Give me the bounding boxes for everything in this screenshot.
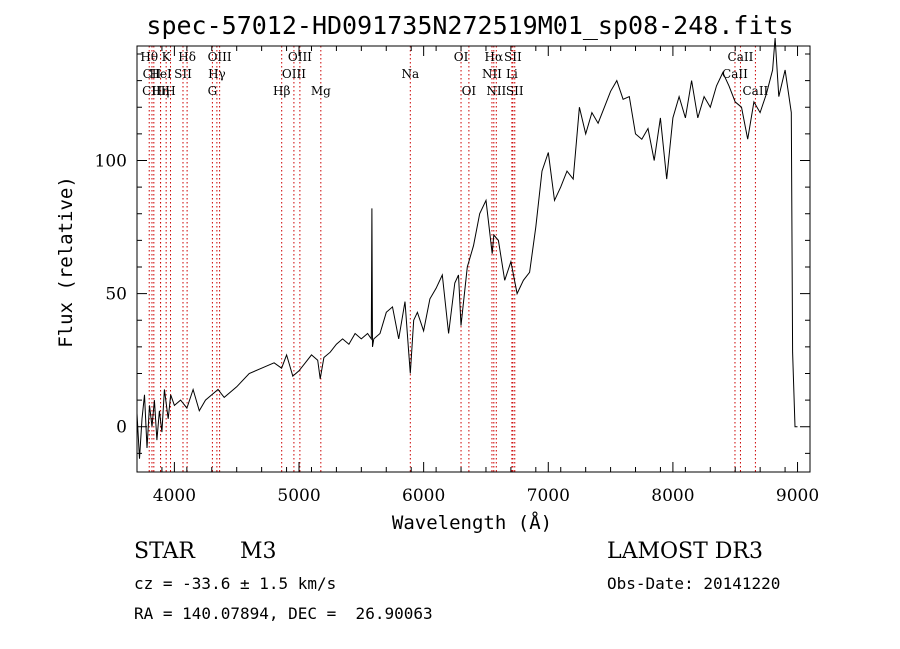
line-label-5: K	[162, 50, 172, 64]
survey-label: LAMOST DR3	[607, 539, 763, 564]
x-tick-label-5: 9000	[776, 486, 819, 506]
x-axis-label: Wavelength (Å)	[392, 511, 552, 534]
y-axis: 0 50 100	[95, 53, 810, 454]
x-tick-label-2: 6000	[402, 486, 445, 506]
line-label-1: CII	[143, 67, 162, 81]
x-tick-label-4: 8000	[651, 486, 694, 506]
y-tick-label-2: 100	[95, 151, 127, 171]
line-label-17: OI	[454, 50, 469, 64]
spectral-line-markers	[148, 46, 756, 472]
spectral-line-labels: Hθ CII CIII HeI Hη K H SII Hδ G Hγ OIII Hβ OIII OIII Mg…	[140, 50, 768, 98]
line-label-11: OIII	[208, 50, 232, 64]
spectrum-line	[136, 37, 798, 459]
redshift-value: cz = -33.6 ± 1.5 km/s	[134, 574, 337, 593]
line-label-2: CIII	[142, 84, 166, 98]
line-label-15: Mg	[311, 84, 331, 98]
line-label-27: CaII	[742, 84, 768, 98]
y-tick-label-1: 50	[105, 285, 127, 305]
subclass-label: M3	[240, 539, 277, 564]
line-label-23: Li	[506, 67, 518, 81]
line-label-16: Na	[401, 67, 419, 81]
line-label-0: Hθ	[140, 50, 158, 64]
x-tick-label-1: 5000	[277, 486, 320, 506]
x-tick-label-0: 4000	[153, 486, 196, 506]
line-label-9: G	[208, 84, 218, 98]
coordinates: RA = 140.07894, DEC = 26.90063	[134, 604, 433, 623]
line-label-20: Hα	[485, 50, 504, 64]
line-label-6: H	[165, 84, 175, 98]
obs-date: Obs-Date: 20141220	[607, 574, 781, 593]
line-label-14: OIII	[288, 50, 312, 64]
line-label-19: NII	[482, 67, 502, 81]
line-label-7: SII	[174, 67, 192, 81]
y-tick-label-0: 0	[116, 418, 127, 438]
line-label-25: CaII	[722, 67, 748, 81]
line-label-4: Hη	[152, 84, 170, 98]
line-label-21: NII	[486, 84, 506, 98]
line-label-26: CaII	[728, 50, 754, 64]
y-axis-label: Flux (relative)	[55, 176, 77, 348]
line-label-10: Hγ	[208, 67, 226, 81]
line-label-13: OIII	[282, 67, 306, 81]
line-label-8: Hδ	[178, 50, 196, 64]
x-tick-label-3: 7000	[527, 486, 570, 506]
chart-title: spec-57012-HD091735N272519M01_sp08-248.f…	[146, 11, 793, 40]
line-label-24: SII	[506, 84, 524, 98]
class-label: STAR	[134, 539, 195, 564]
line-label-12: Hβ	[273, 84, 290, 98]
x-axis: 4000 5000 6000 7000 8000 9000	[136, 46, 819, 506]
line-label-3: HeI	[149, 67, 172, 81]
line-label-18: OI	[462, 84, 477, 98]
line-label-22: SII	[504, 50, 522, 64]
plot-frame	[136, 45, 811, 473]
